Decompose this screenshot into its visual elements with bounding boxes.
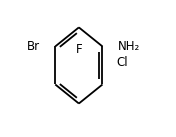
Text: NH₂: NH₂ bbox=[118, 40, 140, 53]
Text: Cl: Cl bbox=[116, 56, 128, 69]
Text: Br: Br bbox=[27, 40, 40, 53]
Text: F: F bbox=[76, 43, 82, 56]
